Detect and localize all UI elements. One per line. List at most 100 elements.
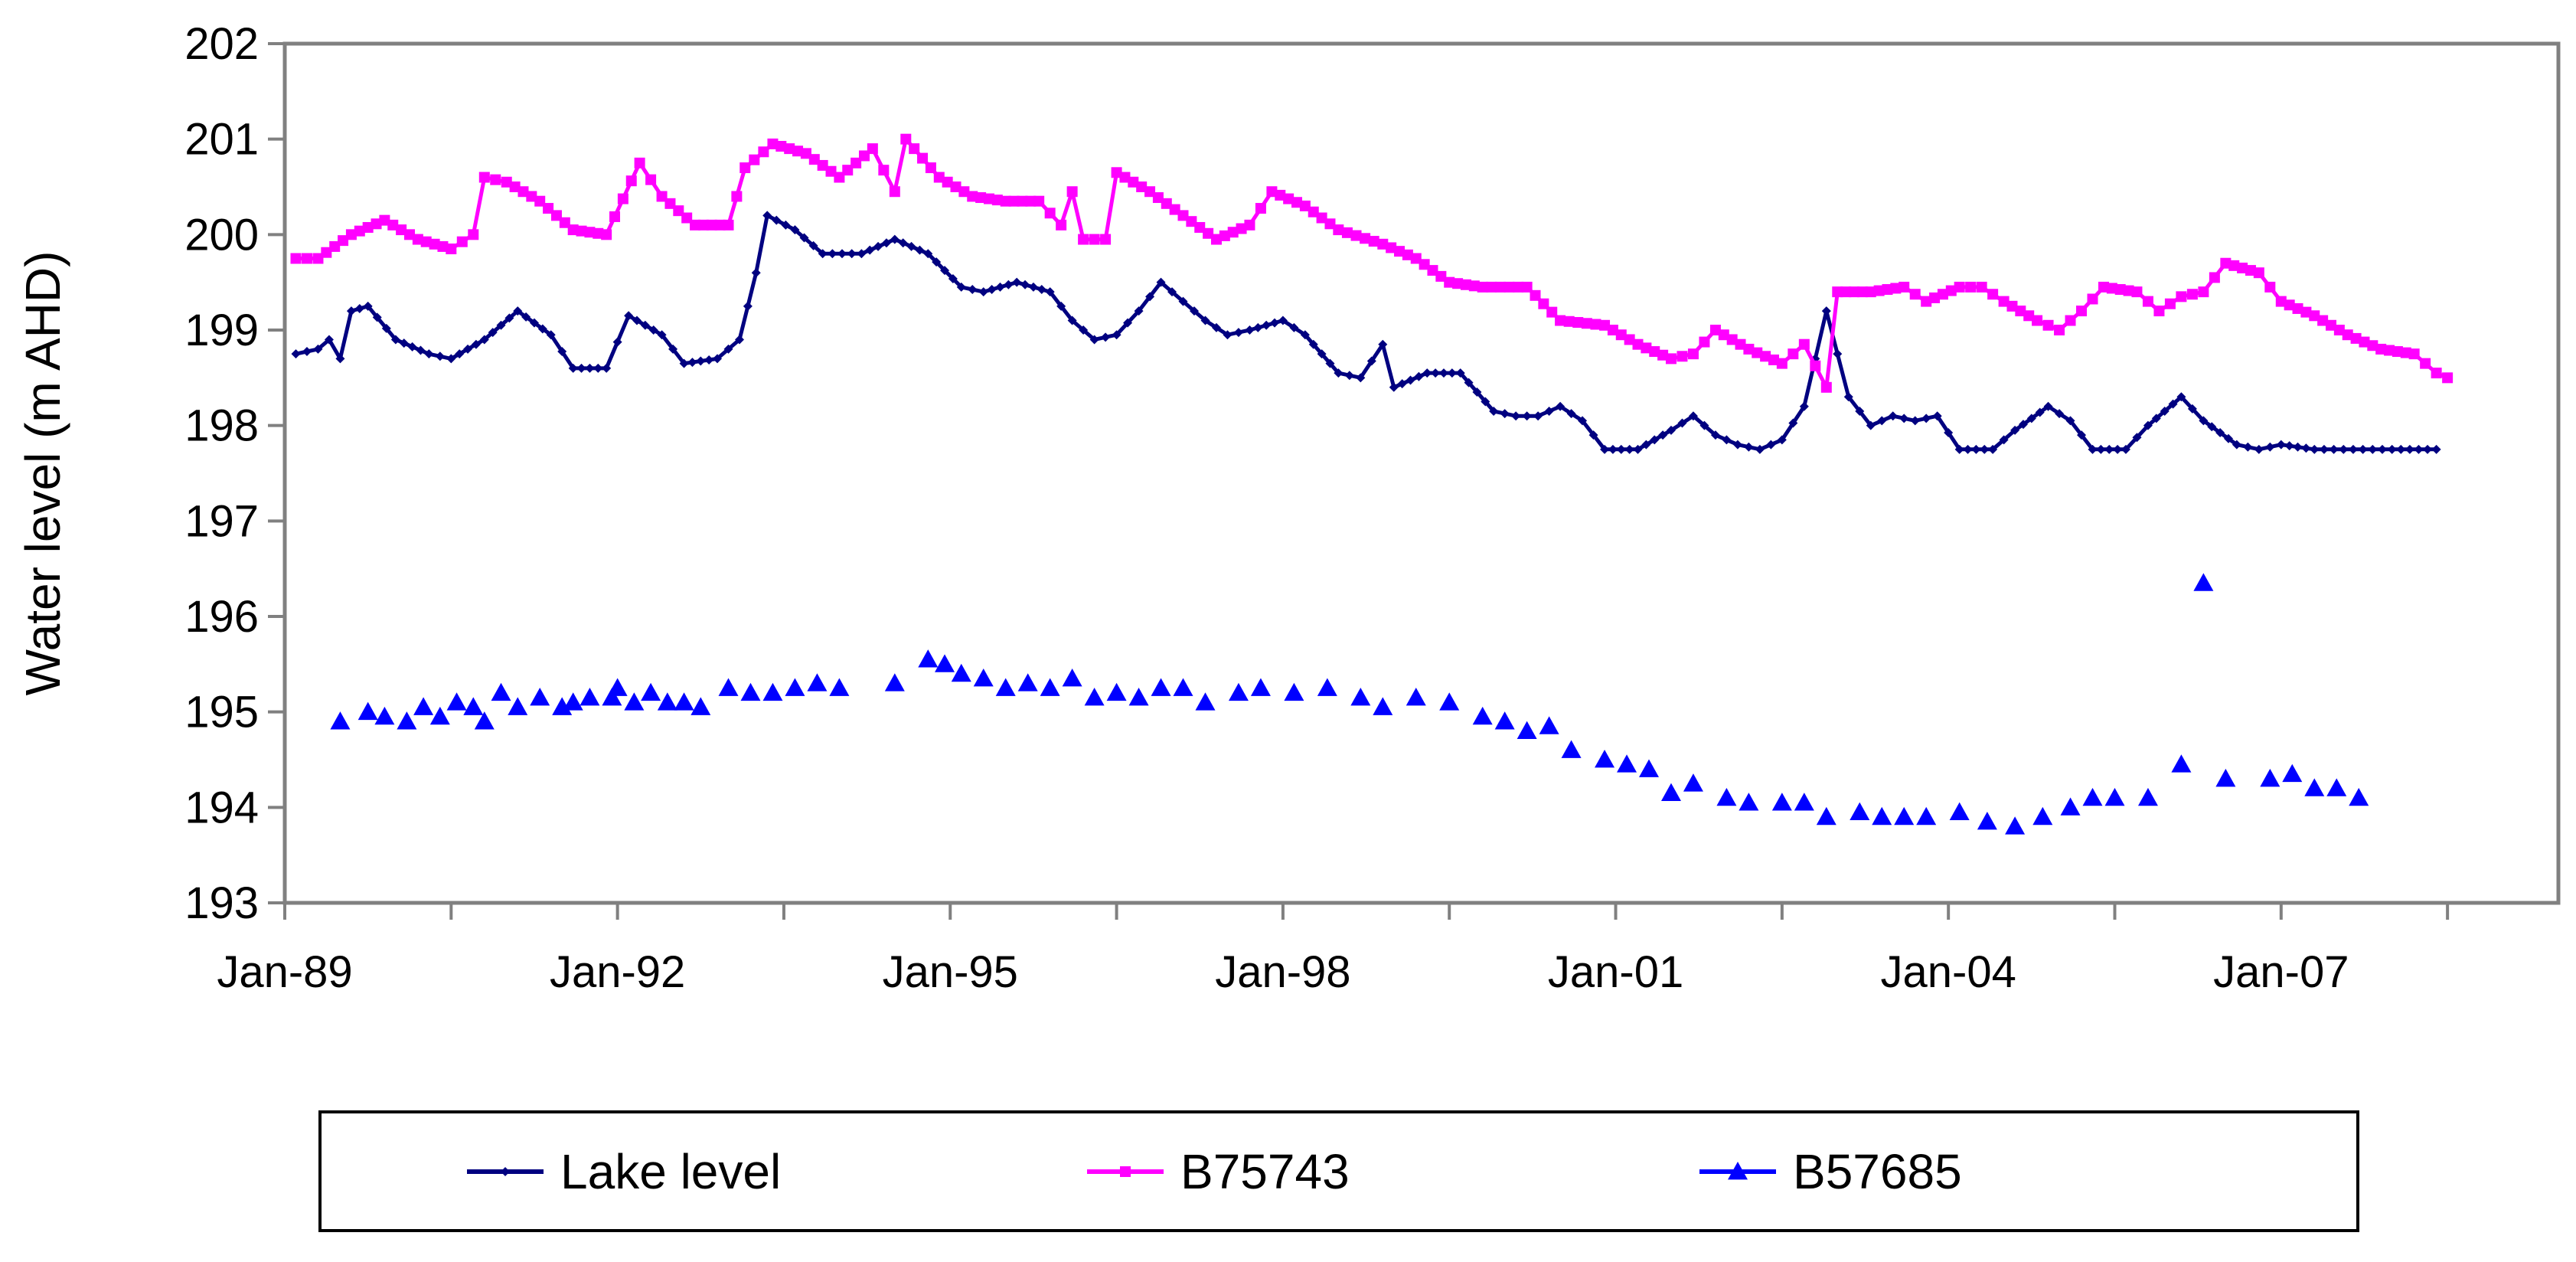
- data-point: [942, 176, 953, 188]
- data-point: [751, 268, 761, 278]
- data-point: [407, 342, 417, 351]
- data-point: [2358, 444, 2368, 454]
- data-point: [1821, 306, 1831, 316]
- data-point: [2442, 372, 2454, 384]
- data-point: [2232, 440, 2241, 450]
- data-point: [790, 225, 800, 235]
- data-point: [526, 191, 537, 202]
- data-point: [2275, 296, 2287, 307]
- data-point: [479, 335, 489, 345]
- data-point: [799, 233, 809, 243]
- data-point: [1563, 316, 1575, 327]
- data-point: [1726, 334, 1738, 345]
- data-point: [576, 225, 587, 237]
- data-point: [889, 186, 900, 198]
- data-point: [1929, 292, 1941, 303]
- legend-label: B57685: [1793, 1144, 1962, 1199]
- data-point: [1289, 322, 1299, 332]
- data-point: [446, 244, 457, 255]
- data-point: [2237, 262, 2248, 273]
- data-point: [1709, 325, 1721, 335]
- data-point: [371, 218, 382, 230]
- data-point: [1937, 289, 1948, 300]
- data-point: [1965, 281, 1977, 293]
- data-point: [437, 240, 449, 252]
- x-tick-label: Jan-98: [1215, 947, 1350, 997]
- data-point: [1377, 238, 1389, 250]
- data-point: [1368, 236, 1379, 247]
- data-point: [1872, 806, 1892, 826]
- data-point: [2160, 406, 2170, 416]
- data-point: [858, 150, 870, 162]
- data-point: [1084, 687, 1105, 706]
- data-point: [1211, 322, 1221, 332]
- data-point: [424, 349, 434, 359]
- series-layer: [290, 133, 2454, 835]
- data-point: [1079, 325, 1089, 335]
- data-point: [2396, 444, 2406, 454]
- data-point: [625, 175, 637, 187]
- data-point: [397, 711, 417, 730]
- data-point: [2284, 441, 2294, 451]
- data-point: [1236, 223, 1247, 234]
- data-point: [781, 220, 791, 230]
- data-point: [704, 355, 714, 365]
- data-point: [2143, 420, 2153, 430]
- data-point: [580, 687, 600, 706]
- data-point: [1538, 298, 1549, 309]
- data-point: [557, 347, 567, 357]
- data-point: [2408, 348, 2420, 360]
- data-point: [829, 678, 850, 696]
- data-point: [335, 354, 345, 364]
- data-point: [2260, 768, 2281, 787]
- data-point: [2113, 444, 2123, 454]
- data-point: [1419, 259, 1430, 270]
- data-point: [387, 219, 399, 230]
- data-point: [1455, 368, 1465, 378]
- data-point: [657, 330, 667, 340]
- data-point: [2264, 281, 2276, 293]
- data-point: [1976, 281, 1987, 293]
- data-point: [1944, 428, 1954, 438]
- data-point: [1386, 242, 1397, 253]
- data-point: [1366, 356, 1376, 366]
- data-point: [925, 162, 936, 174]
- data-point: [2087, 293, 2098, 305]
- y-axis: 193 194 195 196 197 198 199 200 201 202: [184, 19, 285, 928]
- data-point: [2309, 310, 2320, 322]
- data-point: [1608, 444, 1618, 454]
- data-point: [1899, 414, 1909, 423]
- data-point: [731, 191, 743, 202]
- data-point: [1062, 669, 1082, 687]
- data-point: [847, 249, 857, 259]
- data-point: [471, 339, 481, 349]
- data-point: [1909, 289, 1921, 300]
- data-point: [696, 356, 706, 366]
- data-point: [2207, 422, 2217, 432]
- data-point: [1284, 682, 1304, 701]
- data-point: [1278, 316, 1288, 325]
- data-point: [416, 345, 426, 355]
- data-point: [1472, 387, 1482, 397]
- data-point: [1743, 343, 1755, 355]
- data-point: [1683, 773, 1703, 792]
- data-point: [933, 172, 945, 183]
- data-point: [1503, 281, 1515, 293]
- data-point: [2431, 444, 2441, 454]
- data-point: [1561, 740, 1582, 758]
- data-point: [1308, 339, 1318, 349]
- data-point: [2077, 430, 2087, 440]
- data-point: [1245, 325, 1255, 335]
- data-point: [1977, 812, 1997, 830]
- data-point: [1798, 338, 1810, 350]
- data-point: [607, 678, 628, 696]
- data-point: [1816, 806, 1837, 826]
- data-point: [290, 253, 302, 264]
- data-point: [2304, 778, 2325, 796]
- data-point: [1152, 192, 1164, 204]
- data-point: [446, 692, 467, 711]
- data-point: [2284, 299, 2295, 311]
- data-point: [1410, 253, 1422, 264]
- data-point: [1020, 280, 1030, 289]
- data-point: [1945, 285, 1957, 296]
